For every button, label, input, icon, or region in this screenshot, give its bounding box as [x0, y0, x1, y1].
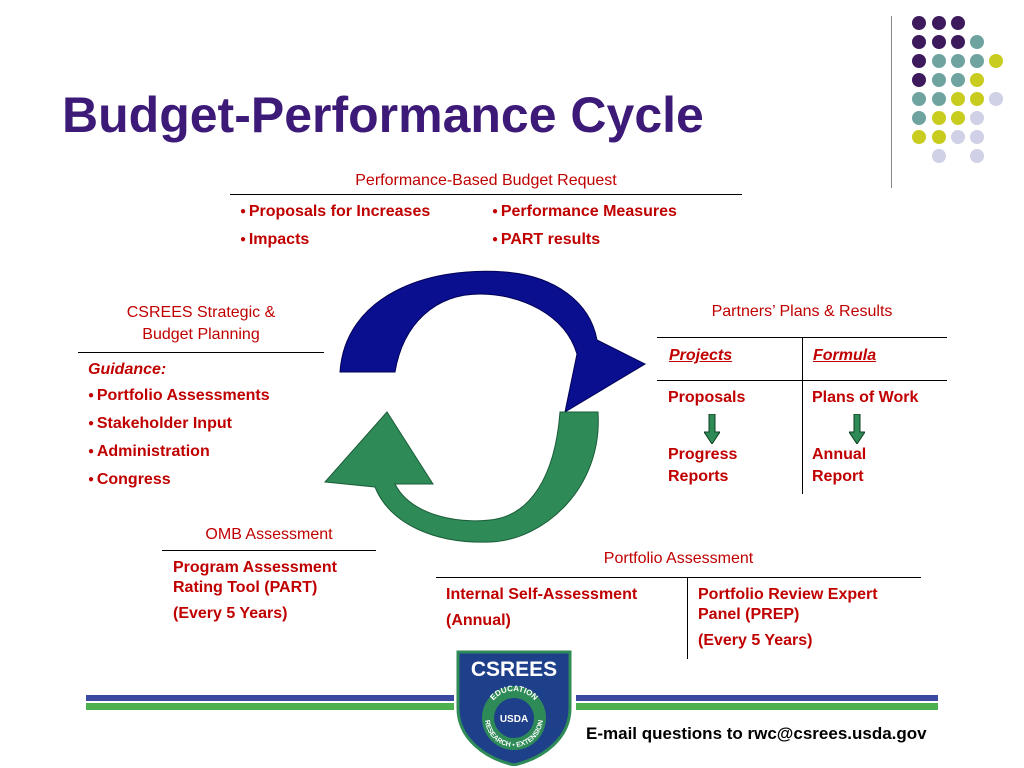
down-arrow-icon	[849, 414, 865, 444]
dot	[912, 16, 926, 30]
dot	[932, 54, 946, 68]
top-header: Performance-Based Budget Request	[355, 172, 617, 189]
projects-top: Proposals	[668, 389, 746, 406]
formula-heading: Formula	[813, 347, 877, 364]
right-header: Partners’ Plans & Results	[711, 303, 893, 320]
portfolio-right: Portfolio Review Expert Panel (PREP) (Ev…	[698, 585, 878, 651]
dot	[932, 16, 946, 30]
page-title: Budget-Performance Cycle	[62, 87, 704, 143]
portfolio-divider	[436, 577, 921, 578]
dot	[951, 54, 965, 68]
list-item: Stakeholder Input	[88, 411, 270, 439]
left-header-line: Budget Planning	[142, 326, 260, 343]
dot	[932, 92, 946, 106]
list-item: PART results	[492, 227, 677, 255]
top-divider	[230, 194, 742, 195]
dot	[951, 111, 965, 125]
dot	[951, 130, 965, 144]
left-divider	[78, 352, 324, 353]
email-contact-text: E-mail questions to rwc@csrees.usda.gov	[586, 724, 927, 743]
text-line: Panel (PREP)	[698, 606, 800, 623]
dot	[932, 35, 946, 49]
dot	[951, 92, 965, 106]
dot	[970, 92, 984, 106]
dot	[951, 16, 965, 30]
list-item: Administration	[88, 439, 270, 467]
dot	[970, 111, 984, 125]
footer-band-blue	[86, 695, 454, 701]
down-arrow-icon	[704, 414, 720, 444]
text-line: Annual	[812, 446, 867, 463]
omb-header: OMB Assessment	[205, 526, 333, 543]
text-line: Rating Tool (PART)	[173, 579, 318, 596]
dot	[912, 54, 926, 68]
portfolio-column-divider	[687, 577, 688, 659]
text-line: (Annual)	[446, 612, 511, 629]
dot	[970, 54, 984, 68]
left-guidance-list: Guidance: Portfolio Assessments Stakehol…	[88, 357, 270, 495]
list-item: Performance Measures	[492, 199, 677, 227]
projects-heading: Projects	[669, 347, 733, 364]
top-list-left: Proposals for Increases Impacts	[240, 199, 430, 255]
blue-cycle-arrow	[339, 270, 647, 414]
dot	[951, 73, 965, 87]
right-column-divider	[802, 337, 803, 494]
top-list-right: Performance Measures PART results	[492, 199, 677, 255]
guidance-label: Guidance:	[88, 361, 167, 378]
text-line: (Every 5 Years)	[173, 605, 288, 622]
text-line: Internal Self-Assessment	[446, 586, 638, 603]
list-item: Proposals for Increases	[240, 199, 430, 227]
portfolio-header: Portfolio Assessment	[603, 550, 754, 567]
footer-band-green	[576, 703, 938, 710]
dot	[932, 149, 946, 163]
projects-bottom: Progress Reports	[668, 444, 737, 488]
formula-top: Plans of Work	[812, 389, 919, 406]
logo-name: CSREES	[471, 658, 557, 681]
list-item: Impacts	[240, 227, 430, 255]
omb-body: Program Assessment Rating Tool (PART) (E…	[173, 558, 337, 624]
cycle-arrows	[323, 270, 647, 543]
formula-bottom: Annual Report	[812, 444, 866, 488]
portfolio-left: Internal Self-Assessment (Annual)	[446, 585, 637, 631]
title-divider	[891, 16, 892, 188]
dot	[912, 130, 926, 144]
text-line: Program Assessment	[173, 559, 337, 576]
dot	[912, 73, 926, 87]
dot	[989, 54, 1003, 68]
omb-divider	[162, 550, 376, 551]
footer-band-blue	[576, 695, 938, 701]
left-header-line: CSREES Strategic &	[126, 304, 276, 321]
dot	[932, 130, 946, 144]
dot	[912, 92, 926, 106]
logo-center: USDA	[500, 714, 528, 725]
footer-band-green	[86, 703, 454, 710]
dot	[912, 35, 926, 49]
text-line: Portfolio Review Expert	[698, 586, 878, 603]
csrees-logo: CSREES EDUCATION RESEARCH • EXTENSION US…	[456, 650, 572, 766]
dot	[989, 92, 1003, 106]
dot	[951, 35, 965, 49]
dot	[932, 111, 946, 125]
list-item: Portfolio Assessments	[88, 383, 270, 411]
left-header: CSREES Strategic & Budget Planning	[78, 302, 324, 346]
dot	[970, 35, 984, 49]
dot	[970, 73, 984, 87]
dot	[970, 149, 984, 163]
dot	[932, 73, 946, 87]
dot	[970, 130, 984, 144]
list-item: Congress	[88, 467, 270, 495]
text-line: Report	[812, 468, 864, 485]
green-cycle-arrow	[323, 411, 599, 543]
dot	[912, 111, 926, 125]
text-line: Reports	[668, 468, 729, 485]
text-line: Progress	[668, 446, 738, 463]
text-line: (Every 5 Years)	[698, 632, 813, 649]
